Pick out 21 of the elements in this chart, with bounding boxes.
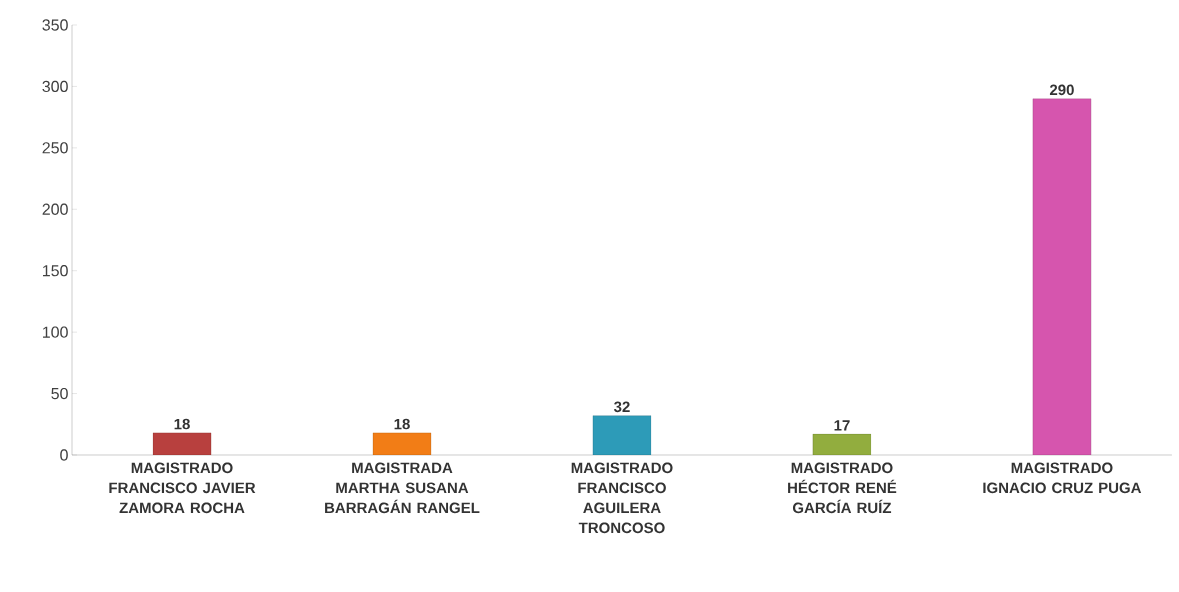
y-tick-label: 50 [51, 387, 68, 400]
x-tick-label: MAGISTRADO FRANCISCO AGUILERA TRONCOSO [571, 462, 673, 534]
x-tick-label: MAGISTRADO FRANCISCO JAVIER ZAMORA ROCHA [109, 462, 256, 514]
y-tick-label: 250 [42, 142, 68, 154]
x-tick-label: MAGISTRADA MARTHA SUSANA BARRAGÁN RANGEL [325, 462, 480, 514]
y-tick-label: 300 [42, 80, 68, 93]
y-tick-label: 150 [43, 265, 68, 277]
bar [812, 433, 872, 455]
x-tick-label: MAGISTRADO HÉCTOR RENÉ GARCÍA RUÍZ [788, 462, 897, 514]
data-label: 17 [834, 420, 850, 431]
data-label: 18 [174, 418, 190, 430]
data-label: 290 [1049, 84, 1074, 96]
x-tick-label: MAGISTRADO IGNACIO CRUZ PUGA [983, 462, 1142, 494]
bar [152, 432, 212, 455]
y-tick-label: 0 [60, 449, 68, 461]
bar [372, 432, 432, 455]
data-label: 32 [613, 401, 630, 413]
y-tick-label: 100 [43, 326, 68, 338]
y-tick-label: 350 [42, 19, 68, 31]
data-label: 18 [394, 418, 410, 430]
y-tick-label: 200 [42, 203, 68, 215]
